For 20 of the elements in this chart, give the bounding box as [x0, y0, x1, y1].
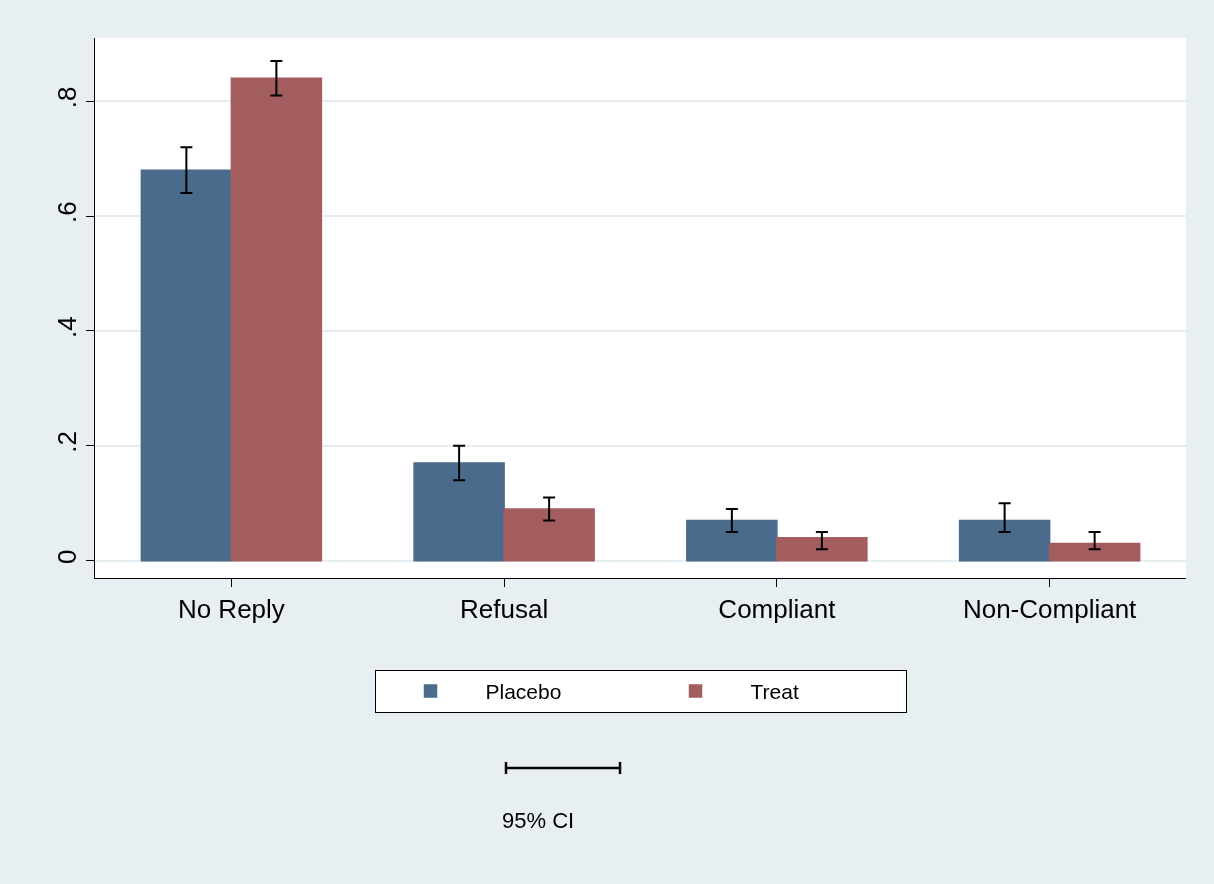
- x-tick-label: Compliant: [718, 594, 837, 625]
- x-tick-label: No Reply: [177, 594, 285, 625]
- y-tick-label: 0: [51, 549, 82, 565]
- x-tick-label: Non-Compliant: [962, 594, 1138, 625]
- bar: [1048, 542, 1141, 562]
- x-tick-label: Refusal: [460, 594, 549, 625]
- legend-label: Placebo: [485, 680, 562, 704]
- legend-label: Treat: [750, 680, 799, 704]
- bar: [140, 169, 233, 562]
- y-tick-label: .8: [51, 86, 82, 109]
- y-tick-label: .6: [51, 201, 82, 224]
- bar: [503, 508, 595, 562]
- y-tick-label: .4: [51, 316, 82, 338]
- bar: [776, 537, 868, 562]
- bar: [958, 519, 1051, 562]
- bar: [686, 519, 778, 562]
- y-tick-label: .2: [51, 431, 82, 453]
- text: 95% CI: [502, 808, 575, 833]
- bar: [230, 77, 323, 562]
- bar: [413, 462, 505, 562]
